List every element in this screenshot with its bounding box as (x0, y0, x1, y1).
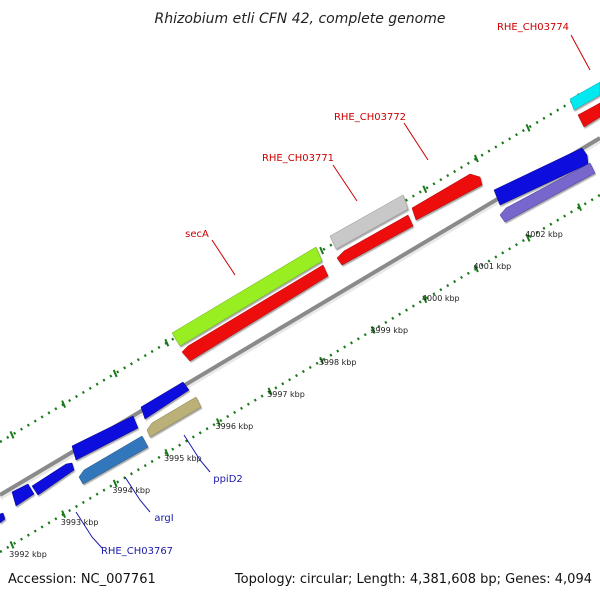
kbp-label: 3994 kbp (112, 486, 150, 495)
gene-labels: RHE_CH03774 RHE_CH03772 RHE_CH03771 secA… (75, 22, 591, 557)
accession-text: Accession: NC_007761 (8, 572, 156, 587)
label-argi[interactable]: argI (154, 513, 173, 524)
inner-major-tick (164, 448, 170, 457)
feature-blue-3996[interactable] (140, 381, 190, 420)
feature-red-4003[interactable] (577, 102, 600, 128)
kbp-label: 3995 kbp (164, 454, 202, 463)
leader-line (332, 164, 358, 202)
map-title: Rhizobium etli CFN 42, complete genome (155, 11, 446, 27)
inner-major-tick (473, 264, 479, 273)
feature-steelblue-argi[interactable] (78, 435, 149, 485)
feature-red-3999[interactable] (336, 214, 414, 266)
inner-major-tick (215, 418, 221, 426)
kbp-label: 3992 kbp (9, 550, 47, 559)
feature-seca[interactable] (171, 246, 323, 347)
leader-line (403, 122, 429, 161)
outer-major-tick (61, 400, 67, 409)
label-ppid2[interactable]: ppiD2 (213, 474, 243, 485)
inner-major-tick (422, 295, 428, 304)
label-rhe-ch03771[interactable]: RHE_CH03771 (262, 153, 334, 164)
outer-major-tick (473, 154, 479, 163)
inner-major-tick (370, 326, 376, 334)
kbp-label: 4000 kbp (422, 294, 460, 303)
feature-blue-3995[interactable] (71, 415, 139, 461)
leader-line (211, 239, 236, 276)
feature-purple-4002[interactable] (499, 162, 596, 223)
forward-features (11, 81, 600, 507)
outer-major-tick (112, 369, 118, 378)
inner-tick-track (0, 193, 600, 554)
inner-major-tick (267, 387, 273, 396)
feature-red-3998[interactable] (181, 264, 329, 362)
leader-line (124, 476, 151, 513)
inner-major-tick (9, 540, 15, 549)
feature-rhe-ch03771[interactable] (329, 194, 409, 250)
feature-blue-3992[interactable] (0, 512, 6, 524)
outer-major-tick (319, 246, 325, 255)
feature-blue-4002[interactable] (493, 147, 589, 206)
kbp-label: 4002 kbp (525, 230, 563, 239)
label-rhe-ch03767[interactable]: RHE_CH03767 (101, 546, 173, 557)
kbp-label: 3998 kbp (319, 358, 357, 367)
leader-line (75, 511, 103, 549)
outer-major-tick (164, 338, 170, 347)
label-rhe-ch03772[interactable]: RHE_CH03772 (334, 112, 406, 123)
feature-rhe-ch03774[interactable] (569, 81, 600, 111)
leader-line (570, 34, 591, 71)
inner-major-tick (577, 203, 583, 212)
kbp-label: 3997 kbp (267, 390, 305, 399)
inner-major-tick (319, 356, 325, 365)
label-seca[interactable]: secA (185, 229, 209, 240)
feature-blue-3993[interactable] (11, 483, 35, 507)
inner-major-tick (525, 233, 531, 242)
inner-major-tick (61, 510, 67, 519)
outer-major-tick (9, 430, 15, 439)
kbp-label: 3996 kbp (216, 422, 254, 431)
genome-summary-text: Topology: circular; Length: 4,381,608 bp… (234, 572, 592, 587)
leader-line (183, 434, 211, 473)
kbp-label: 3999 kbp (370, 326, 408, 335)
kbp-label: 4001 kbp (474, 262, 512, 271)
label-rhe-ch03774[interactable]: RHE_CH03774 (497, 22, 569, 33)
reverse-features (0, 102, 600, 524)
feature-blue-3994[interactable] (31, 462, 75, 496)
kbp-label: 3993 kbp (61, 518, 99, 527)
outer-major-tick (422, 185, 428, 194)
kbp-labels: 3992 kbp 3993 kbp 3994 kbp 3995 kbp 3996 kbp… (9, 230, 563, 559)
outer-major-tick (525, 123, 531, 132)
feature-tan-ppid2[interactable] (146, 396, 202, 438)
inner-major-tick (112, 479, 118, 488)
feature-rhe-ch03772[interactable] (411, 173, 483, 221)
